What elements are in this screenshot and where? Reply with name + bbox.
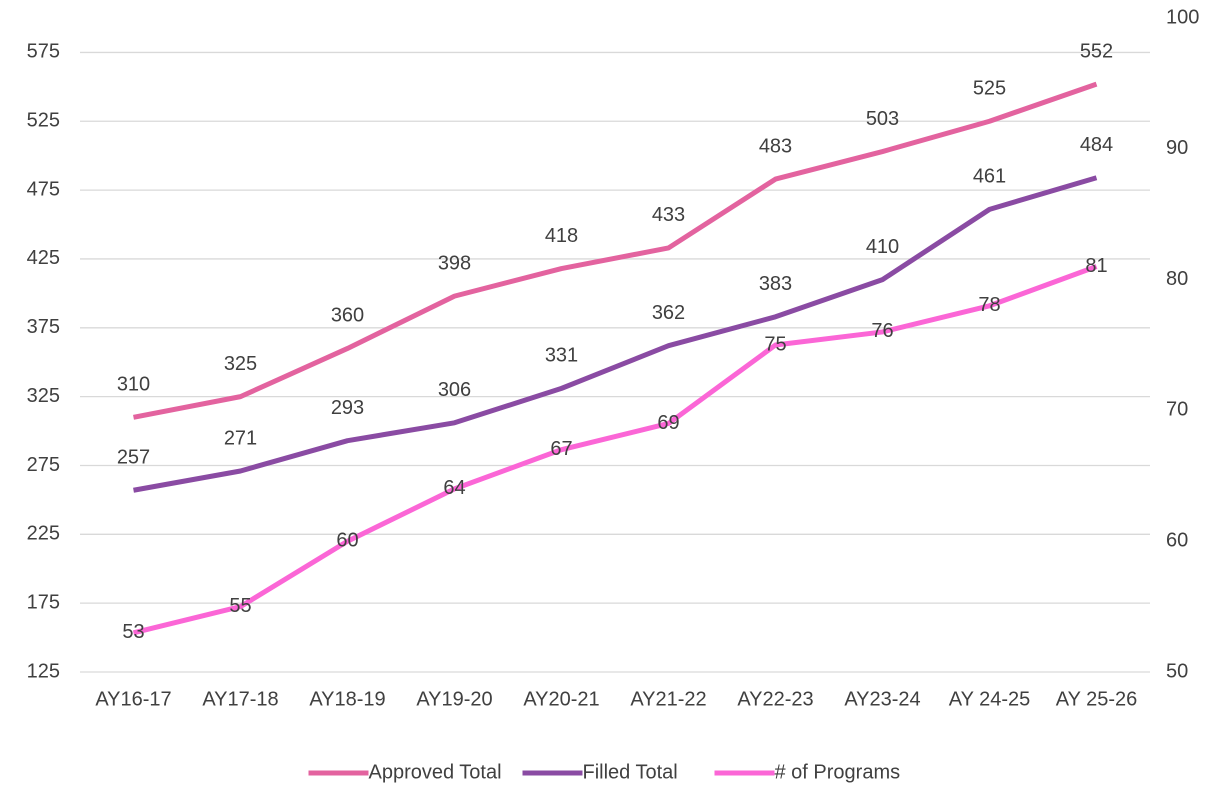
y2-tick-label: 100	[1166, 6, 1199, 28]
y2-tick-label: 80	[1166, 268, 1188, 290]
data-label: 383	[759, 273, 792, 295]
data-label: 331	[545, 345, 578, 367]
data-label: 78	[978, 294, 1000, 316]
series-line	[132, 264, 1098, 636]
x-tick-label: AY20-21	[523, 688, 599, 710]
data-label: 75	[764, 333, 786, 355]
x-tick-label: AY 25-26	[1056, 688, 1138, 710]
data-label: 461	[973, 166, 1006, 188]
data-label: 55	[229, 595, 251, 617]
legend-label: Filled Total	[583, 761, 678, 783]
x-tick-label: AY22-23	[737, 688, 813, 710]
data-label: 433	[652, 204, 685, 226]
data-label: 410	[866, 236, 899, 258]
y2-tick-label: 70	[1166, 399, 1188, 421]
data-label: 257	[117, 447, 150, 469]
data-label: 69	[657, 412, 679, 434]
x-tick-label: AY 24-25	[949, 688, 1031, 710]
y-tick-label: 425	[27, 247, 60, 269]
data-label: 60	[336, 529, 358, 551]
data-label: 503	[866, 108, 899, 130]
y2-tick-label: 90	[1166, 137, 1188, 159]
data-label: 76	[871, 320, 893, 342]
data-label: 483	[759, 135, 792, 157]
x-tick-label: AY21-22	[630, 688, 706, 710]
data-label: 552	[1080, 40, 1113, 62]
legend-label: Approved Total	[369, 761, 502, 783]
x-tick-label: AY17-18	[202, 688, 278, 710]
data-label: 525	[973, 78, 1006, 100]
data-label: 398	[438, 252, 471, 274]
y-tick-label: 525	[27, 110, 60, 132]
y-tick-label: 325	[27, 385, 60, 407]
series-line	[133, 175, 1098, 493]
y-tick-label: 475	[27, 178, 60, 200]
x-tick-label: AY19-20	[416, 688, 492, 710]
data-label: 293	[331, 397, 364, 419]
series-line	[133, 81, 1098, 420]
data-label: 306	[438, 379, 471, 401]
y-tick-label: 275	[27, 454, 60, 476]
data-label: 81	[1085, 255, 1107, 277]
data-label: 53	[122, 621, 144, 643]
y-tick-label: 575	[27, 41, 60, 63]
data-label: 64	[443, 477, 465, 499]
y-tick-label: 125	[27, 660, 60, 682]
y-tick-label: 225	[27, 523, 60, 545]
data-label: 325	[224, 353, 257, 375]
data-label: 67	[550, 438, 572, 460]
data-label: 484	[1080, 134, 1113, 156]
y-tick-label: 175	[27, 591, 60, 613]
legend-label: # of Programs	[775, 761, 901, 783]
x-tick-label: AY18-19	[309, 688, 385, 710]
data-label: 360	[331, 305, 364, 327]
y2-tick-label: 50	[1166, 660, 1188, 682]
data-label: 418	[545, 225, 578, 247]
data-label: 271	[224, 427, 257, 449]
data-label: 362	[652, 302, 685, 324]
y2-tick-label: 60	[1166, 529, 1188, 551]
y-tick-label: 375	[27, 316, 60, 338]
data-label: 310	[117, 374, 150, 396]
x-tick-label: AY16-17	[95, 688, 171, 710]
x-tick-label: AY23-24	[844, 688, 920, 710]
